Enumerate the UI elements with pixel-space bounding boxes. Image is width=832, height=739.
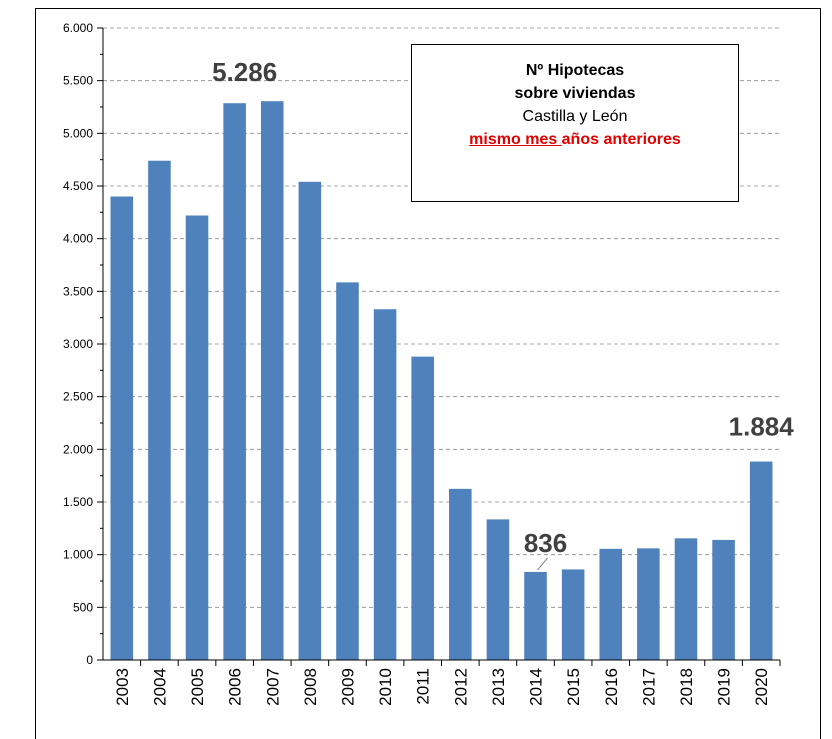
y-tick-label: 4.500 <box>63 179 93 193</box>
x-tick-label-2009: 2009 <box>338 668 357 706</box>
bar-2018 <box>674 538 698 660</box>
x-tick-label-2019: 2019 <box>715 668 734 706</box>
bar-2017 <box>637 548 660 660</box>
y-tick-label: 2.500 <box>63 390 93 404</box>
y-tick-label: 4.000 <box>63 232 93 246</box>
legend-line-4-rest: años anteriores <box>561 131 681 148</box>
bar-2006 <box>223 103 246 660</box>
bar-2010 <box>373 309 397 660</box>
x-tick-label-2016: 2016 <box>602 668 621 706</box>
legend-box: Nº Hipotecas sobre viviendas Castilla y … <box>411 44 739 202</box>
x-tick-label-2011: 2011 <box>414 668 433 705</box>
bars <box>110 101 773 661</box>
x-tick-label-2020: 2020 <box>752 668 771 706</box>
x-tick-label-2015: 2015 <box>564 668 583 706</box>
x-tick-label-2006: 2006 <box>226 668 245 706</box>
callout-2006: 5.286 <box>212 57 277 87</box>
x-tick-label-2010: 2010 <box>376 668 395 706</box>
callouts: 5.286 836 1.884 <box>212 57 795 571</box>
y-tick-labels: 0 500 1.000 1.500 2.000 2.500 3.000 3.500 4.000 4… <box>63 21 93 667</box>
x-tick-label-2014: 2014 <box>527 668 546 706</box>
bar-2004 <box>148 160 171 660</box>
legend-line-4-underlined: mismo mes <box>469 131 562 148</box>
y-tick-label: 3.000 <box>63 337 93 351</box>
x-tick-label-2005: 2005 <box>188 668 207 706</box>
x-tick-label-2018: 2018 <box>677 668 696 706</box>
bar-2016 <box>599 548 623 660</box>
chart-frame <box>35 8 821 739</box>
bar-2012 <box>449 488 472 660</box>
axes <box>97 27 781 666</box>
bar-2019 <box>712 539 735 660</box>
y-tick-label: 500 <box>73 600 93 614</box>
callout-2014: 836 <box>524 528 567 558</box>
y-tick-label: 3.500 <box>63 284 93 298</box>
bar-2011 <box>411 356 434 660</box>
bar-2005 <box>185 215 209 660</box>
bar-2007 <box>260 101 284 660</box>
bar-2008 <box>298 181 322 660</box>
x-tick-label-2004: 2004 <box>150 668 169 706</box>
y-tick-label: 5.500 <box>63 74 93 88</box>
legend-line-4: mismo mes años anteriores <box>412 128 738 151</box>
y-tick-label: 6.000 <box>63 21 93 35</box>
y-tick-label: 2.000 <box>63 442 93 456</box>
grid-lines <box>103 27 780 608</box>
y-tick-label: 5.000 <box>63 126 93 140</box>
legend-line-3: Castilla y León <box>522 108 628 125</box>
bar-2015 <box>561 569 585 660</box>
bar-2014 <box>524 571 547 660</box>
y-tick-label: 0 <box>86 653 93 667</box>
bar-2013 <box>486 519 510 660</box>
x-tick-label-2008: 2008 <box>301 668 320 706</box>
bar-2020 <box>749 461 773 660</box>
y-tick-label: 1.000 <box>63 548 93 562</box>
x-tick-label-2012: 2012 <box>451 668 470 706</box>
bar-2003 <box>110 196 134 661</box>
callout-leader-2014 <box>537 557 548 571</box>
x-tick-label-2007: 2007 <box>263 668 282 706</box>
callout-2020: 1.884 <box>729 412 795 442</box>
x-tick-label-2013: 2013 <box>489 668 508 706</box>
legend-line-1: Nº Hipotecas <box>525 62 625 79</box>
legend-line-2: sobre viviendas <box>514 85 636 102</box>
x-tick-labels: 2003 2004 2005 2006 2007 2008 2009 2010 2011 2012… <box>113 668 771 706</box>
x-tick-label-2017: 2017 <box>639 668 658 706</box>
bar-2009 <box>336 282 359 660</box>
x-tick-label-2003: 2003 <box>113 668 132 706</box>
y-tick-label: 1.500 <box>63 495 93 509</box>
